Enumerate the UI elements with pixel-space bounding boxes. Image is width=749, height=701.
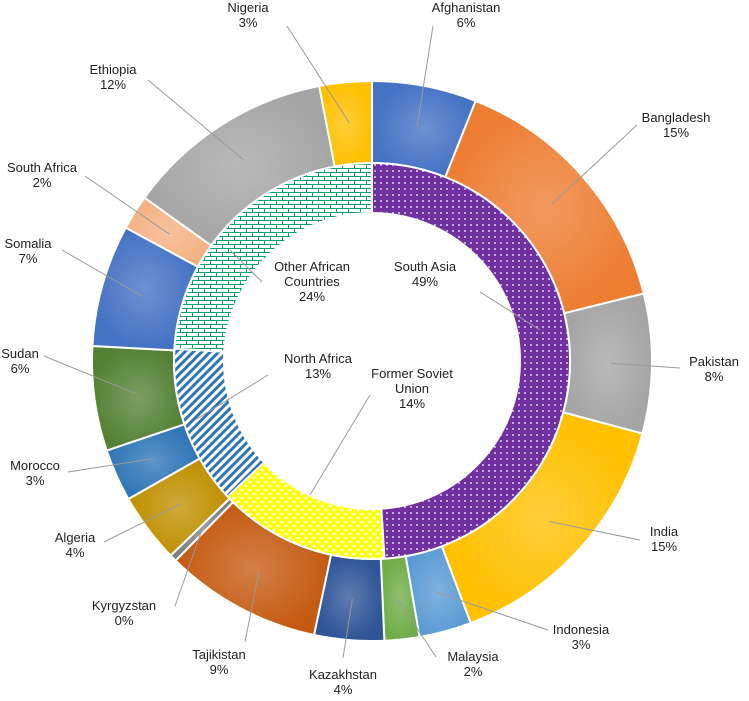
- outer-ring: [91, 79, 653, 642]
- label-kazakhstan: Kazakhstan 4%: [309, 667, 377, 696]
- leader-kazakhstan: [342, 599, 353, 659]
- leader-lines: [43, 25, 681, 659]
- leader-nigeria: [286, 25, 350, 124]
- slice-sheen-kazakhstan: [314, 554, 385, 641]
- leader-former-soviet-union: [309, 394, 371, 496]
- label-former-soviet-union: Former Soviet Union 14%: [371, 366, 453, 411]
- leader-sudan: [43, 355, 136, 394]
- leader-malaysia: [397, 598, 437, 658]
- slice-sheen-algeria: [128, 458, 230, 556]
- slice-sheen-tajikistan: [175, 502, 331, 635]
- label-nigeria: Nigeria 3%: [227, 0, 269, 30]
- slice-sheen-ethiopia: [144, 86, 335, 246]
- slice-sheen-bangladesh: [445, 100, 644, 314]
- label-north-africa: North Africa 13%: [284, 351, 353, 381]
- leader-pakistan: [610, 362, 681, 369]
- slice-sheen-india: [441, 412, 643, 624]
- label-kyrgyzstan: Kyrgyzstan 0%: [92, 598, 156, 628]
- label-other-african-countries: Other African Countries 24%: [274, 259, 350, 304]
- slice-sheen-malaysia: [380, 556, 420, 641]
- inner-slice-south-asia: [371, 161, 571, 560]
- label-bangladesh: Bangladesh 15%: [642, 110, 711, 140]
- leader-ethiopia: [147, 79, 244, 161]
- slice-sheen-afghanistan: [372, 81, 476, 178]
- leader-algeria: [103, 503, 181, 543]
- label-tajikistan: Tajikistan 9%: [192, 647, 245, 677]
- slice-sheen-nigeria: [319, 81, 372, 167]
- label-ethiopia: Ethiopia 12%: [90, 62, 138, 92]
- slice-sheen-somalia: [92, 227, 198, 351]
- label-sudan: Sudan 6%: [1, 346, 39, 376]
- data-labels: Afghanistan 6% Bangladesh 15% Pakistan 8% Indi…: [1, 0, 739, 697]
- slice-sheen-pakistan: [563, 293, 652, 434]
- slice-sheen-indonesia: [405, 546, 471, 637]
- label-morocco: Morocco 3%: [10, 458, 60, 488]
- label-algeria: Algeria 4%: [55, 530, 96, 560]
- label-somalia: Somalia 7%: [5, 236, 53, 266]
- leader-other-african-countries: [229, 249, 263, 283]
- leader-afghanistan: [416, 25, 434, 127]
- leader-india: [548, 521, 641, 541]
- leader-south-asia: [479, 291, 541, 331]
- leader-somalia: [61, 249, 143, 297]
- leader-north-africa: [194, 374, 269, 421]
- slice-sheen-sudan: [91, 345, 185, 451]
- label-south-africa: South Africa 2%: [7, 160, 78, 190]
- leader-kyrgyzstan: [174, 529, 203, 607]
- leader-tajikistan: [244, 571, 260, 643]
- label-pakistan: Pakistan 8%: [689, 354, 739, 384]
- label-south-asia: South Asia 49%: [394, 259, 457, 289]
- inner-ring: [173, 161, 571, 560]
- leader-bangladesh: [551, 124, 638, 205]
- slice-sheen-south-africa: [125, 197, 212, 267]
- label-indonesia: Indonesia 3%: [553, 622, 610, 652]
- label-malaysia: Malaysia 2%: [447, 649, 499, 679]
- label-afghanistan: Afghanistan 6%: [432, 0, 501, 30]
- inner-slice-other-african-countries: [173, 161, 373, 353]
- leader-south-africa: [84, 175, 170, 235]
- label-india: India 15%: [650, 524, 679, 554]
- leader-morocco: [67, 458, 154, 473]
- leader-indonesia: [434, 591, 549, 631]
